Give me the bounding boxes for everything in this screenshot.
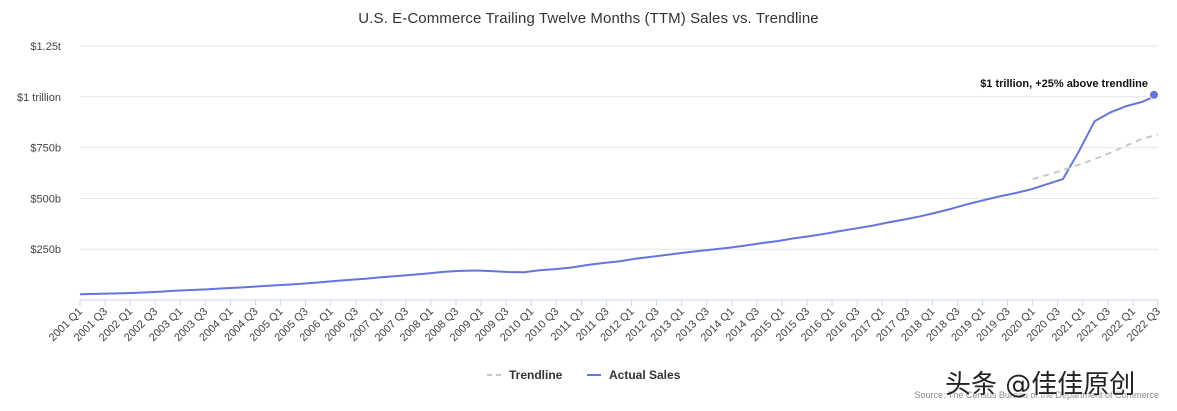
series-actual-sales-line [79,93,1159,296]
legend-item-trendline[interactable]: Trendline [487,368,562,382]
legend-item-actual-sales[interactable]: Actual Sales [587,368,680,382]
y-tick-label: $1 trillion [17,92,61,104]
annotation-point[interactable] [1149,89,1159,100]
series-trendline-line [1032,133,1159,181]
annotation-label: $1 trillion, +25% above trendline [980,78,1148,90]
series-group [79,93,1159,296]
annotation-group: $1 trillion, +25% above trendline [980,78,1159,100]
legend-label-actual-sales: Actual Sales [609,368,681,382]
y-tick-label: $1.25t [30,41,61,53]
trendline-swatch [487,374,501,376]
y-axis: $250b $500b $750b $1 trillion $1.25t [17,41,61,256]
source-text: Source: The Census Bureau of the Departm… [914,390,1159,400]
y-tick-label: $500b [30,193,61,205]
y-tick-label: $750b [30,143,61,155]
legend: Trendline Actual Sales [0,368,1177,386]
actual-sales-swatch [587,374,601,376]
grid-lines [80,45,1158,250]
legend-label-trendline: Trendline [509,368,563,382]
y-tick-label: $250b [30,244,61,256]
watermark: 头条 @佳佳原创 [945,370,1136,400]
chart-title: U.S. E-Commerce Trailing Twelve Months (… [358,10,819,27]
